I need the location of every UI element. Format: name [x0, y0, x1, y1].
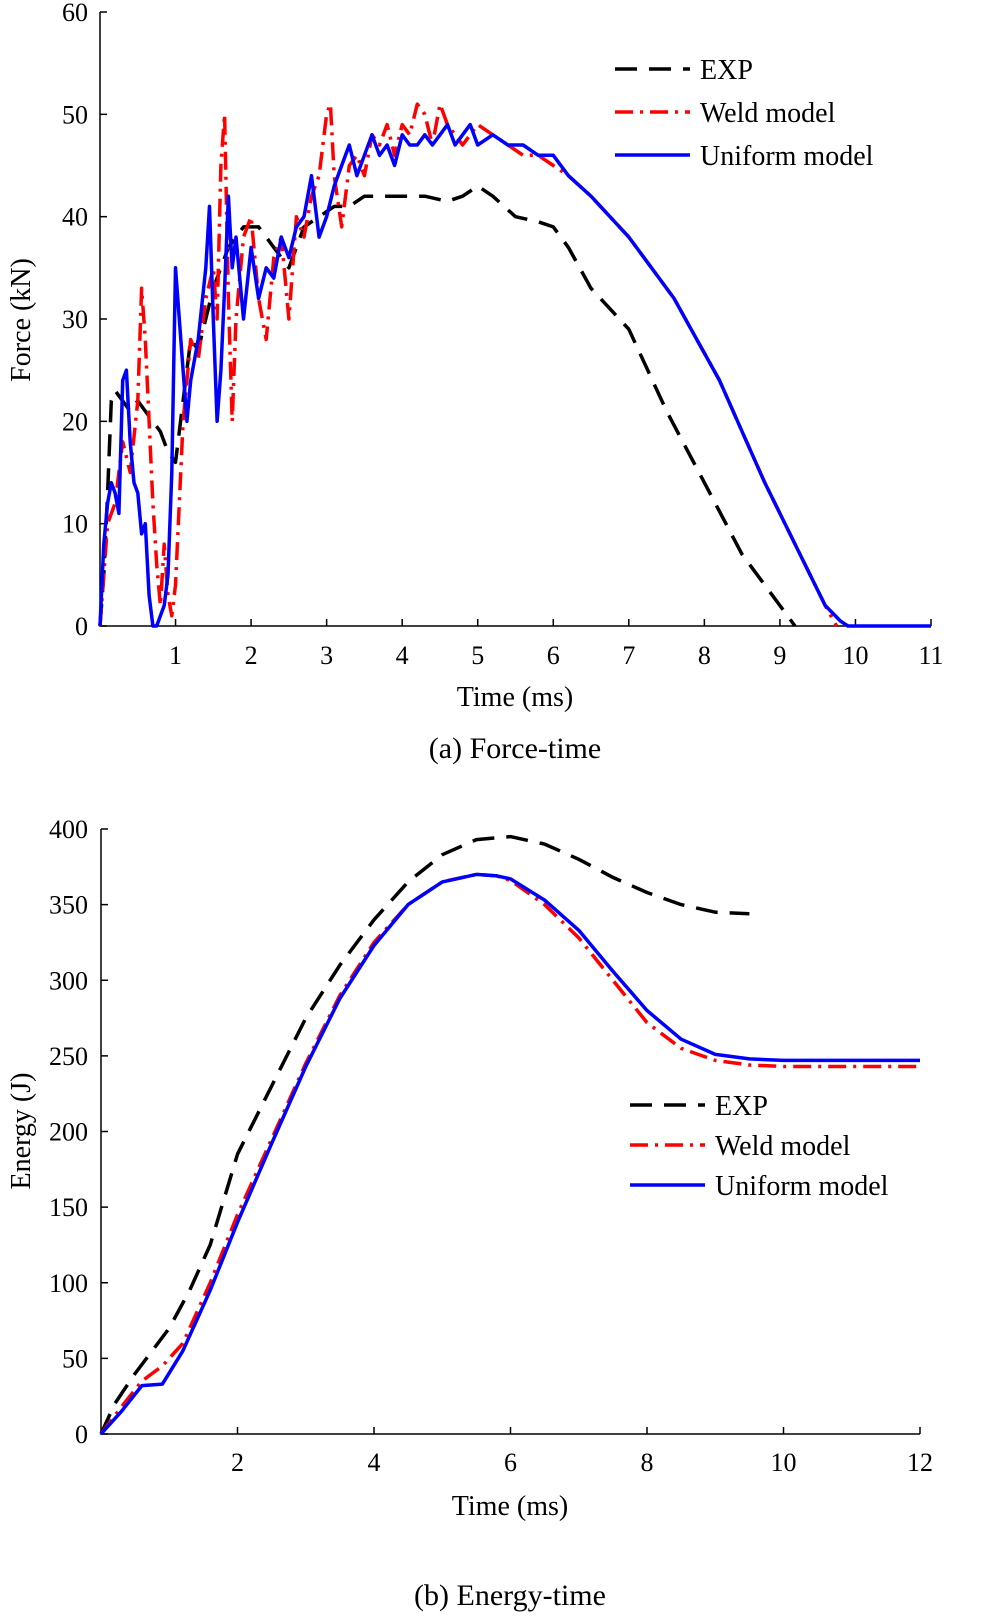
force-xtick-label: 7	[622, 641, 635, 670]
energy-xtick-label: 4	[368, 1448, 381, 1477]
energy-series	[99, 834, 920, 1436]
energy-xtick-label: 10	[771, 1448, 797, 1477]
energy-legend-label: EXP	[715, 1091, 768, 1122]
energy-ytick-label: 200	[49, 1118, 88, 1147]
force-xtick-label: 9	[773, 641, 786, 670]
force-series-exp	[98, 184, 797, 628]
energy-ytick-label: 350	[49, 891, 88, 920]
force-ytick-label: 0	[75, 612, 88, 641]
energy-ytick-label: 100	[49, 1269, 88, 1298]
force-xtick-label: 6	[547, 641, 560, 670]
energy-xtick-label: 2	[231, 1448, 244, 1477]
energy-xlabel: Time (ms)	[452, 1491, 568, 1522]
force-ytick-label: 30	[62, 305, 88, 334]
force-xtick-label: 3	[320, 641, 333, 670]
energy-xtick-label: 12	[907, 1448, 933, 1477]
force-time-panel: 0 10 20 30 40 50 60 1 2 3 4 5 6 7 8 9 10 11 EXP Weld model…	[6, 0, 944, 765]
force-series-weld-model	[98, 102, 839, 627]
energy-ytick-label: 250	[49, 1042, 88, 1071]
energy-ylabel: Energy (J)	[6, 1073, 37, 1190]
energy-ytick-label: 0	[75, 1420, 88, 1449]
force-legend-label: Uniform model	[700, 141, 874, 172]
energy-ytick-label: 400	[49, 815, 88, 844]
energy-caption: (b) Energy-time	[414, 1579, 606, 1612]
force-xtick-label: 4	[396, 641, 409, 670]
force-xlabel: Time (ms)	[457, 682, 573, 713]
force-caption: (a) Force-time	[429, 732, 601, 765]
force-ylabel: Force (kN)	[6, 258, 37, 382]
force-xtick-label: 10	[842, 641, 868, 670]
force-xtick-label: 1	[169, 641, 182, 670]
force-ytick-label: 10	[62, 510, 88, 539]
force-ytick-label: 60	[62, 0, 88, 27]
energy-legend: EXP Weld model Uniform model	[630, 1091, 889, 1202]
energy-time-panel: 0 50 100 150 200 250 300 350 400 2 4 6 8 10 12 EXP Weld…	[6, 815, 933, 1612]
energy-series-uniform-model	[99, 872, 920, 1436]
energy-series-exp	[99, 834, 750, 1435]
force-xtick-label: 8	[698, 641, 711, 670]
force-ticks: 0 10 20 30 40 50 60 1 2 3 4 5 6 7 8 9 10 11	[62, 0, 944, 670]
energy-ticks: 0 50 100 150 200 250 300 350 400 2 4 6 8 10 12	[49, 815, 933, 1477]
force-ytick-label: 50	[62, 100, 88, 129]
energy-xtick-label: 6	[504, 1448, 517, 1477]
force-series	[98, 102, 931, 628]
energy-legend-label: Weld model	[715, 1131, 851, 1162]
force-xtick-label: 11	[918, 641, 943, 670]
force-xtick-label: 5	[471, 641, 484, 670]
energy-ytick-label: 150	[49, 1193, 88, 1222]
force-ytick-label: 20	[62, 407, 88, 436]
energy-legend-label: Uniform model	[715, 1171, 889, 1202]
force-ytick-label: 40	[62, 203, 88, 232]
force-legend: EXP Weld model Uniform model	[615, 55, 874, 172]
force-legend-label: Weld model	[700, 98, 836, 129]
force-legend-label: EXP	[700, 55, 753, 86]
energy-ytick-label: 300	[49, 966, 88, 995]
force-xtick-label: 2	[245, 641, 258, 670]
energy-xtick-label: 8	[641, 1448, 654, 1477]
energy-ytick-label: 50	[62, 1344, 88, 1373]
force-series-uniform-model	[98, 122, 931, 628]
